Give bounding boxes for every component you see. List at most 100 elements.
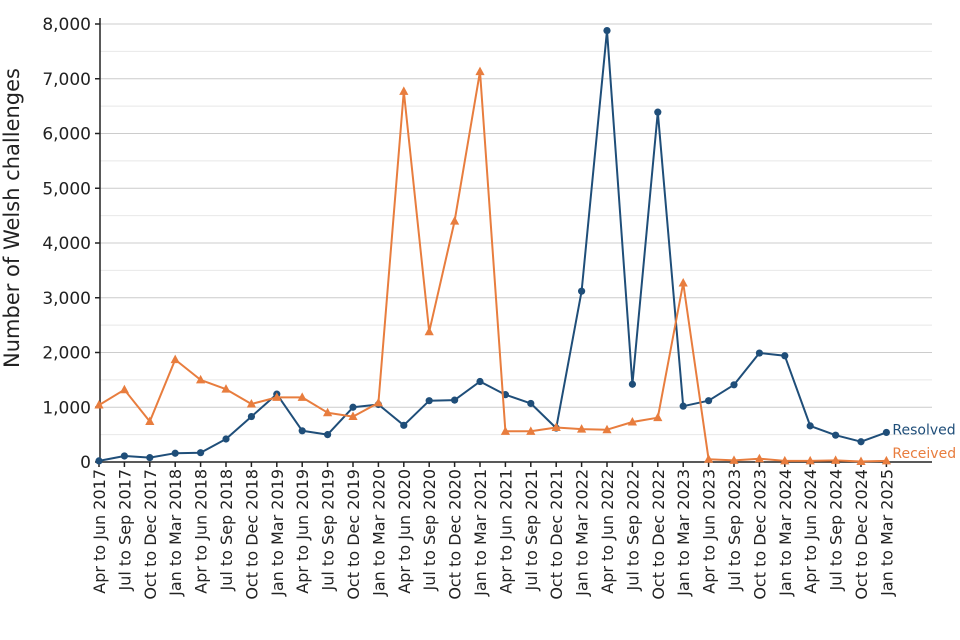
data-point-received — [627, 417, 637, 426]
data-point-resolved — [705, 397, 713, 405]
x-tick-label: Apr to Jun 2022 — [598, 469, 617, 594]
data-point-received — [526, 426, 536, 435]
y-tick-label: 0 — [80, 453, 91, 473]
x-tick-label: Oct to Dec 2022 — [649, 469, 668, 600]
data-point-received — [653, 412, 663, 422]
y-tick-label: 6,000 — [42, 125, 91, 145]
data-point-received — [602, 424, 612, 434]
data-point-received — [475, 66, 485, 76]
data-point-received — [246, 398, 256, 408]
data-point-received — [348, 411, 358, 421]
data-point-resolved — [603, 26, 611, 35]
y-axis-title: Number of Welsh challenges — [0, 68, 24, 368]
data-point-received — [373, 397, 383, 407]
data-point-received — [577, 424, 587, 433]
x-tick-label: Apr to Jun 2018 — [192, 469, 211, 594]
data-point-received — [551, 422, 561, 432]
data-point-resolved — [578, 287, 586, 295]
data-point-received — [729, 455, 739, 464]
data-point-received — [678, 277, 688, 287]
data-point-resolved — [324, 431, 332, 439]
data-point-received — [805, 455, 815, 465]
data-point-resolved — [451, 396, 459, 404]
data-point-received — [272, 392, 282, 401]
x-tick-label: Oct to Dec 2018 — [242, 469, 261, 600]
x-tick-label: Apr to Jun 2019 — [293, 469, 312, 594]
x-tick-label: Jan to Mar 2025 — [877, 469, 896, 597]
data-point-received — [831, 455, 841, 464]
data-point-resolved — [628, 380, 637, 388]
x-tick-label: Jan to Mar 2021 — [471, 469, 490, 597]
data-point-resolved — [527, 399, 535, 408]
gridlines — [100, 23, 932, 436]
y-tick-label: 4,000 — [42, 234, 91, 254]
x-tick-label: Jul to Sep 2017 — [115, 469, 134, 592]
x-tick-label: Jul to Sep 2019 — [319, 469, 338, 592]
data-point-resolved — [197, 449, 205, 457]
x-tick-label: Oct to Dec 2019 — [344, 469, 363, 600]
y-tick-label: 7,000 — [42, 70, 91, 90]
data-point-received — [450, 216, 460, 225]
data-point-resolved — [882, 428, 891, 437]
y-tick-label: 1,000 — [42, 398, 91, 418]
series-line-received — [98, 70, 887, 463]
x-tick-label: Jan to Mar 2018 — [166, 469, 185, 597]
data-point-resolved — [730, 381, 738, 389]
series-label-resolved: Resolved — [892, 422, 955, 438]
data-point-resolved — [679, 402, 687, 410]
data-point-resolved — [425, 397, 433, 405]
data-point-received — [500, 426, 510, 435]
x-tick-label: Oct to Dec 2020 — [446, 469, 465, 600]
data-point-received — [196, 374, 206, 384]
series-line-resolved — [98, 29, 887, 462]
x-tick-label: Jul to Sep 2024 — [827, 469, 846, 592]
x-tick-label: Jan to Mar 2023 — [674, 469, 693, 597]
data-point-resolved — [120, 452, 128, 460]
y-tick-label: 2,000 — [42, 344, 91, 364]
data-point-resolved — [171, 449, 179, 457]
data-point-resolved — [298, 427, 306, 435]
x-tick-label: Oct to Dec 2017 — [141, 469, 160, 600]
x-tick-label: Apr to Jun 2021 — [496, 469, 515, 594]
data-point-resolved — [755, 349, 764, 357]
series-label-received: Received — [892, 446, 956, 462]
x-tick-label: Jan to Mar 2024 — [776, 469, 795, 597]
series-received: Received — [94, 66, 956, 465]
data-point-resolved — [806, 422, 814, 430]
data-point-received — [119, 384, 129, 394]
x-tick-label: Apr to Jun 2017 — [90, 469, 109, 594]
x-tick-label: Apr to Jun 2023 — [700, 469, 719, 594]
x-tick-label: Jul to Sep 2023 — [725, 469, 744, 592]
x-tick-label: Jan to Mar 2022 — [573, 469, 592, 597]
x-tick-label: Jan to Mar 2019 — [268, 469, 287, 597]
y-axis: 0 1,000 2,000 3,000 4,000 5,000 6,000 7,000 8,00… — [42, 15, 101, 473]
data-point-resolved — [654, 108, 662, 116]
data-point-resolved — [222, 435, 230, 443]
data-point-received — [170, 354, 180, 364]
data-point-received — [221, 384, 231, 393]
x-tick-label: Apr to Jun 2024 — [801, 469, 820, 594]
x-tick-label: Oct to Dec 2021 — [547, 469, 566, 600]
data-point-received — [780, 455, 790, 465]
data-point-received — [297, 392, 307, 401]
data-point-received — [881, 455, 891, 465]
x-tick-label: Jul to Sep 2021 — [522, 469, 541, 592]
data-series: Resolved Received — [94, 26, 956, 465]
y-tick-label: 5,000 — [42, 179, 91, 199]
data-point-resolved — [781, 352, 789, 360]
series-resolved: Resolved — [95, 26, 956, 465]
data-point-received — [399, 86, 409, 95]
x-tick-label: Jul to Sep 2018 — [217, 469, 236, 592]
x-tick-label: Oct to Dec 2023 — [750, 469, 769, 600]
x-axis: Apr to Jun 2017 Jul to Sep 2017 Oct to Dec… — [90, 461, 932, 600]
data-point-received — [145, 416, 155, 425]
x-tick-label: Jul to Sep 2020 — [420, 469, 439, 592]
data-point-received — [424, 326, 434, 336]
y-tick-label: 8,000 — [42, 15, 91, 35]
x-tick-label: Oct to Dec 2024 — [852, 469, 871, 600]
data-point-received — [754, 453, 764, 463]
data-point-resolved — [95, 457, 103, 465]
x-tick-label: Jul to Sep 2022 — [623, 469, 642, 592]
